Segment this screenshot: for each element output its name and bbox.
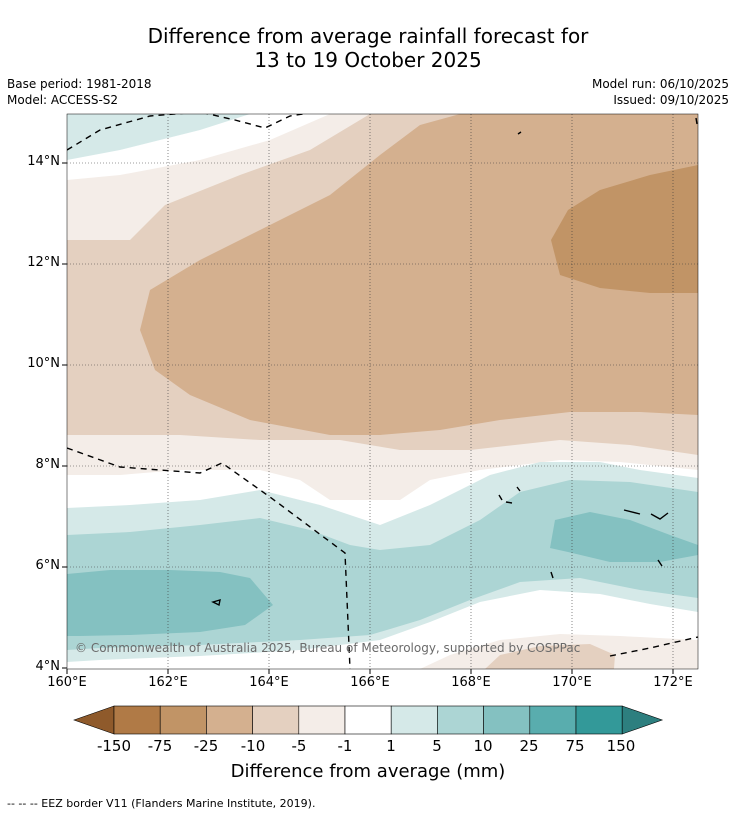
band-plus10-plus25-east (550, 512, 698, 562)
copyright-notice: © Commonwealth of Australia 2025, Bureau… (75, 641, 581, 655)
colorbar (73, 705, 664, 735)
graticule (67, 114, 698, 669)
lat-label-10N: 10°N (27, 356, 60, 371)
lat-label-12N: 12°N (27, 255, 60, 270)
colorbar-swatch (483, 705, 531, 735)
colorbar-tick-label: -10 (240, 737, 266, 755)
lon-label-172E: 172°E (653, 675, 693, 690)
lat-label-4N: 4°N (35, 659, 61, 674)
colorbar-tick-label: -25 (193, 737, 219, 755)
lon-label-164E: 164°E (249, 675, 289, 690)
lon-label-160E: 160°E (47, 675, 87, 690)
colorbar-tick-label: -1 (337, 737, 353, 755)
lat-label-14N: 14°N (27, 154, 60, 169)
colorbar-swatch (113, 705, 161, 735)
colorbar-tick-label: 25 (519, 737, 539, 755)
colorbar-tick-label: 10 (473, 737, 493, 755)
colorbar-tick-label: 75 (565, 737, 585, 755)
colorbar-swatch (252, 705, 300, 735)
band-minus75-minus25 (551, 165, 698, 293)
colorbar-swatch (344, 705, 392, 735)
title-line-1: Difference from average rainfall forecas… (147, 24, 589, 48)
lon-label-166E: 166°E (350, 675, 390, 690)
title-line-2: 13 to 19 October 2025 (254, 48, 482, 72)
colorbar-swatch (298, 705, 346, 735)
colorbar-tick-label: 1 (386, 737, 396, 755)
colorbar-swatch (159, 705, 207, 735)
colorbar-swatch (575, 705, 623, 735)
colorbar-swatch (437, 705, 484, 735)
colorbar-swatch (206, 705, 253, 735)
rainfall-contour-map (67, 114, 698, 669)
colorbar-extend-high (621, 705, 664, 735)
colorbar-tick-label: -5 (291, 737, 307, 755)
band-plus10-plus25-west (67, 570, 273, 636)
band-minus10-minus5-south (485, 644, 615, 669)
colorbar-tick-label: -150 (96, 737, 132, 755)
model-run: Model run: 06/10/2025 (591, 77, 729, 91)
colorbar-tick-label: 150 (606, 737, 636, 755)
colorbar-swatch (529, 705, 577, 735)
colorbar-extend-low (73, 705, 115, 735)
eez-border-legend: -- -- -- EEZ border V11 (Flanders Marine… (7, 797, 316, 810)
eez-border-lines (67, 114, 698, 669)
lon-label-170E: 170°E (552, 675, 592, 690)
colorbar-title: Difference from average (mm) (230, 761, 506, 782)
colorbar-swatch (390, 705, 438, 735)
model-name: Model: ACCESS-S2 (7, 93, 119, 107)
band-plus1-plus5-north (67, 114, 250, 160)
colorbar-tick-label: 5 (432, 737, 442, 755)
lat-label-8N: 8°N (35, 457, 61, 472)
band-minus25-minus10-core (140, 114, 698, 435)
lat-label-6N: 6°N (35, 558, 61, 573)
lon-label-168E: 168°E (451, 675, 491, 690)
axis-ticks (62, 162, 674, 674)
map-frame (66, 113, 699, 670)
lon-label-162E: 162°E (148, 675, 188, 690)
base-period: Base period: 1981-2018 (7, 77, 152, 91)
issued-date: Issued: 09/10/2025 (613, 93, 729, 107)
colorbar-tick-label: -75 (147, 737, 173, 755)
